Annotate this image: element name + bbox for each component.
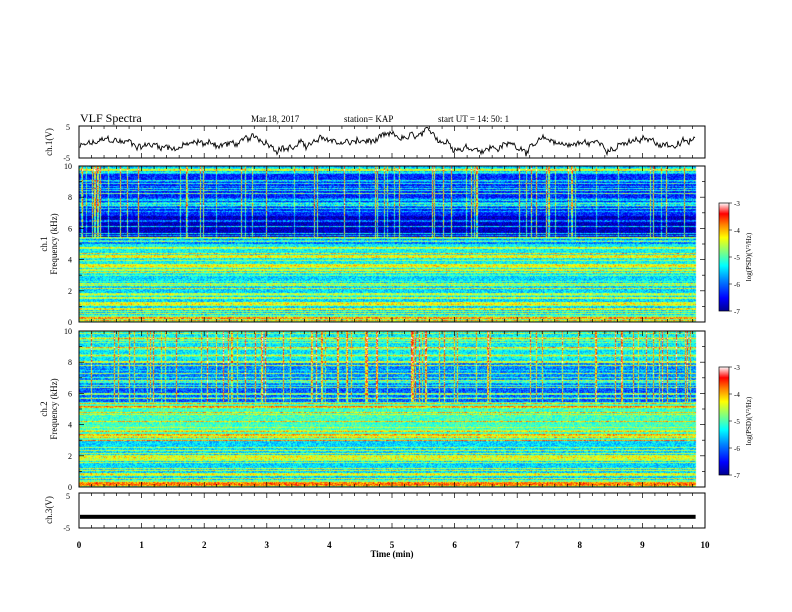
ch1-colorbar-ticks: -3 -4 -5 -6 -7 bbox=[729, 200, 740, 316]
x-tick-label: 2 bbox=[202, 540, 207, 550]
ch2-spectrogram-panel: ch.2 Frequency (kHz) 0 2 4 6 8 10 -3 -4 -5 -6 -7 … bbox=[39, 327, 753, 492]
ch1-spectrogram-panel: ch.1 Frequency (kHz) 0 2 4 6 8 10 -3 -4 -5 -6 -7 … bbox=[39, 162, 753, 327]
ch1-waveform-panel: ch.1(V) 5 -5 bbox=[44, 123, 706, 163]
colorbar-tick-label: -5 bbox=[734, 418, 740, 426]
x-tick-label: 5 bbox=[390, 540, 395, 550]
colorbar-tick-label: -6 bbox=[734, 445, 740, 453]
x-tick-label: 8 bbox=[578, 540, 583, 550]
station-label: station= KAP bbox=[344, 114, 393, 124]
x-tick-label: 7 bbox=[515, 540, 520, 550]
ch3-waveform-frame bbox=[78, 492, 706, 529]
freq-tick-label: 6 bbox=[68, 389, 72, 398]
date-label: Mar.18, 2017 bbox=[251, 114, 300, 124]
ch1-colorbar-bar bbox=[718, 202, 730, 312]
ch2-spec-ylabel: ch.2 bbox=[39, 401, 49, 416]
ch2-spec-freq-label: Frequency (kHz) bbox=[49, 378, 59, 439]
ch1-spec-yticks: 0 2 4 6 8 10 bbox=[64, 162, 705, 327]
x-tick-label: 4 bbox=[327, 540, 332, 550]
colorbar-tick-label: -4 bbox=[734, 391, 740, 399]
freq-tick-label: 10 bbox=[64, 327, 72, 336]
ch2-colorbar-label: log(PSD)(V²/Hz) bbox=[745, 396, 753, 445]
ch1-tick-minus5: -5 bbox=[63, 154, 70, 163]
colorbar-tick-label: -7 bbox=[734, 472, 740, 480]
freq-tick-label: 10 bbox=[64, 162, 72, 171]
ch1-spec-ylabel: ch.1 bbox=[39, 236, 49, 251]
start-time-label: start UT = 14: 50: 1 bbox=[438, 114, 509, 124]
ch2-colorbar: -3 -4 -5 -6 -7 log(PSD)(V²/Hz) bbox=[718, 364, 753, 480]
ch3-waveform-ylabel: ch.3(V) bbox=[44, 496, 54, 524]
freq-tick-label: 2 bbox=[68, 452, 72, 461]
freq-tick-label: 4 bbox=[68, 256, 72, 265]
freq-tick-label: 2 bbox=[68, 287, 72, 296]
x-tick-label: 1 bbox=[139, 540, 144, 550]
colorbar-tick-label: -3 bbox=[734, 364, 740, 372]
ch2-spec-yticks: 0 2 4 6 8 10 bbox=[64, 327, 705, 492]
ch1-colorbar: -3 -4 -5 -6 -7 log(PSD)(V²/Hz) bbox=[718, 200, 753, 316]
colorbar-tick-label: -4 bbox=[734, 227, 740, 235]
figure-title: VLF Spectra bbox=[80, 111, 142, 125]
freq-tick-label: 0 bbox=[68, 483, 72, 492]
x-tick-label: 0 bbox=[77, 540, 82, 550]
ch1-waveform-line bbox=[79, 126, 696, 157]
colorbar-tick-label: -7 bbox=[734, 308, 740, 316]
ch1-tick-5: 5 bbox=[66, 123, 70, 132]
x-tick-label: 10 bbox=[701, 540, 711, 550]
ch1-waveform-ylabel: ch.1(V) bbox=[44, 128, 54, 156]
ch1-spectrogram-image bbox=[79, 166, 705, 322]
ch1-colorbar-label: log(PSD)(V²/Hz) bbox=[745, 232, 753, 281]
freq-tick-label: 8 bbox=[68, 358, 72, 367]
ch3-tick-5: 5 bbox=[66, 492, 70, 501]
ch2-colorbar-bar bbox=[718, 366, 730, 476]
x-tick-label: 3 bbox=[265, 540, 270, 550]
freq-tick-label: 8 bbox=[68, 193, 72, 202]
ch1-waveform-frame bbox=[78, 125, 706, 159]
ch3-waveform-panel: ch.3(V) 5 -5 bbox=[44, 492, 706, 533]
colorbar-tick-label: -5 bbox=[734, 254, 740, 262]
x-tick-label: 6 bbox=[452, 540, 457, 550]
colorbar-tick-label: -3 bbox=[734, 200, 740, 208]
time-axis-ticks: 0 1 2 3 4 5 6 7 8 9 10 bbox=[77, 126, 710, 550]
ch2-spectrogram-image bbox=[79, 331, 705, 487]
time-axis-label: Time (min) bbox=[370, 549, 413, 559]
ch1-spec-freq-label: Frequency (kHz) bbox=[49, 213, 59, 274]
freq-tick-label: 4 bbox=[68, 421, 72, 430]
x-tick-label: 9 bbox=[640, 540, 645, 550]
freq-tick-label: 6 bbox=[68, 224, 72, 233]
ch2-colorbar-ticks: -3 -4 -5 -6 -7 bbox=[729, 364, 740, 480]
ch3-tick-minus5: -5 bbox=[63, 524, 70, 533]
colorbar-tick-label: -6 bbox=[734, 281, 740, 289]
freq-tick-label: 0 bbox=[68, 318, 72, 327]
ch3-waveform-line bbox=[80, 514, 696, 519]
